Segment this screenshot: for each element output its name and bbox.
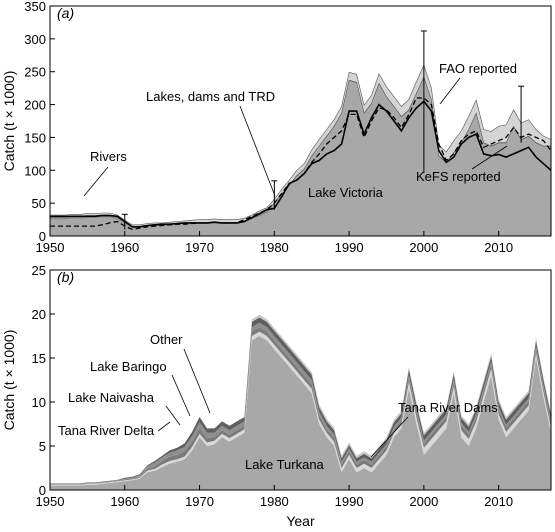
area-lake-victoria xyxy=(50,78,551,236)
leader-rivers xyxy=(83,166,109,197)
y-axis-label: Catch (t × 1000) xyxy=(1,71,17,172)
x-tick-label-1970: 1970 xyxy=(185,240,214,255)
x-tick-label-2000: 2000 xyxy=(409,240,438,255)
x-tick-label-1990: 1990 xyxy=(335,240,364,255)
y-tick-label-100: 100 xyxy=(24,163,46,178)
x-tick-label-2000: 2000 xyxy=(409,494,438,509)
y-tick-label-15: 15 xyxy=(32,351,46,366)
y-tick-label-25: 25 xyxy=(32,263,46,278)
annotation-tana-river-dams: Tana River Dams xyxy=(398,400,498,415)
annotation-lake-naivasha: Lake Naivasha xyxy=(68,390,155,405)
leader-kefs-reported xyxy=(471,145,508,170)
area-lake-turkana xyxy=(50,336,551,490)
y-tick-label-200: 200 xyxy=(24,98,46,113)
area-tana-river-delta xyxy=(50,331,551,486)
x-tick-label-1990: 1990 xyxy=(335,494,364,509)
area-lake-naivasha xyxy=(50,327,551,485)
leader-lake-naivasha xyxy=(165,405,181,426)
x-axis-label: Year xyxy=(286,513,315,529)
annotation-lake-victoria: Lake Victoria xyxy=(308,185,384,200)
annotation-lake-baringo: Lake Baringo xyxy=(90,359,167,374)
x-tick-label-1960: 1960 xyxy=(110,240,139,255)
y-tick-label-350: 350 xyxy=(24,0,46,14)
leader-fao-reported xyxy=(439,77,461,105)
y-tick-label-10: 10 xyxy=(32,395,46,410)
leader-lake-baringo xyxy=(171,374,191,417)
annotation-kefs-reported: KeFS reported xyxy=(416,169,501,184)
annotation-lake-turkana: Lake Turkana xyxy=(245,457,325,472)
x-tick-label-1950: 1950 xyxy=(36,240,65,255)
leader-tana-river-delta xyxy=(157,421,171,432)
x-tick-label-1960: 1960 xyxy=(110,494,139,509)
y-tick-label-5: 5 xyxy=(39,439,46,454)
y-axis-label: Catch (t × 1000) xyxy=(1,330,17,431)
y-tick-label-20: 20 xyxy=(32,307,46,322)
panel-label: (a) xyxy=(57,5,74,21)
annotation-other: Other xyxy=(150,332,183,347)
x-tick-label-1980: 1980 xyxy=(260,240,289,255)
y-tick-label-50: 50 xyxy=(32,196,46,211)
y-tick-label-300: 300 xyxy=(24,32,46,47)
line-fao-reported xyxy=(50,97,552,231)
leader-lakes-dams-trd xyxy=(239,105,276,197)
panel-b: 1950 1960 1970 1980 1990 2000 2010 0 5 10 15 20 25 Ca… xyxy=(1,263,552,529)
panel-a: 1950 1960 1970 1980 1990 2000 2010 0 50 100 150 200… xyxy=(1,0,552,255)
panel-label: (b) xyxy=(57,269,74,285)
x-tick-label-2010: 2010 xyxy=(484,494,513,509)
y-tick-label-0: 0 xyxy=(39,229,46,244)
x-tick-label-1950: 1950 xyxy=(36,494,65,509)
leader-other xyxy=(183,348,211,414)
annotation-rivers: Rivers xyxy=(90,149,127,164)
annotation-lakes-dams-trd: Lakes, dams and TRD xyxy=(146,89,275,104)
x-tick-label-1970: 1970 xyxy=(185,494,214,509)
y-tick-label-150: 150 xyxy=(24,130,46,145)
y-tick-label-0: 0 xyxy=(39,483,46,498)
y-tick-label-250: 250 xyxy=(24,65,46,80)
annotation-fao-reported: FAO reported xyxy=(439,61,517,76)
leader-tana-river-dams xyxy=(370,416,409,458)
annotation-tana-river-delta: Tana River Delta xyxy=(58,423,155,438)
axes-frame xyxy=(49,269,552,491)
axes-frame xyxy=(49,5,552,237)
x-tick-label-1980: 1980 xyxy=(260,494,289,509)
line-kefs-reported xyxy=(50,100,552,228)
x-tick-label-2010: 2010 xyxy=(484,240,513,255)
